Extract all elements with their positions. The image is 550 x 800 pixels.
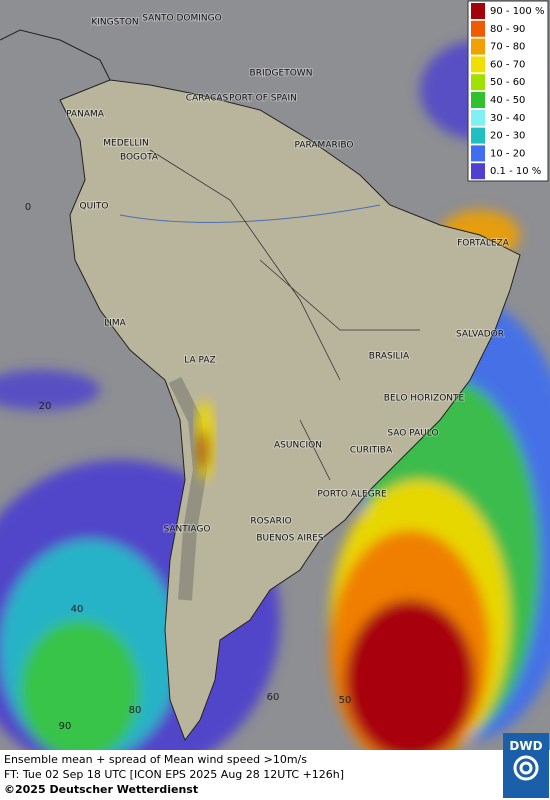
legend-label: 30 - 40	[490, 113, 525, 124]
field-west	[0, 370, 100, 410]
field-red	[345, 600, 475, 760]
legend-label: 50 - 60	[490, 77, 525, 88]
city-label: KINGSTON	[91, 18, 138, 28]
city-label: PORTO ALEGRE	[317, 490, 387, 500]
grid-label: 80	[129, 705, 142, 716]
city-label: BRIDGETOWN	[250, 69, 313, 79]
legend-swatch	[471, 109, 485, 126]
legend: 90 - 100 % 80 - 90 70 - 80 60 - 70 50 - 60 40…	[467, 0, 549, 182]
legend-label: 10 - 20	[490, 148, 525, 159]
city-label: CURITIBA	[350, 446, 393, 456]
swirl-inner	[519, 761, 533, 775]
city-label: SANTIAGO	[164, 525, 211, 535]
legend-label: 0.1 - 10 %	[490, 166, 541, 177]
legend-label: 70 - 80	[490, 42, 525, 53]
caption-line: FT: Tue 02 Sep 18 UTC [ICON EPS 2025 Aug…	[4, 768, 345, 781]
city-label: BOGOTA	[120, 153, 159, 163]
city-label: BELO HORIZONTE	[384, 394, 465, 404]
logo-text: DWD	[509, 739, 543, 753]
copyright: ©2025 Deutscher Wetterdienst	[4, 783, 199, 796]
city-label: FORTALEZA	[457, 239, 510, 249]
logo-swirl	[513, 755, 539, 781]
legend-swatch	[471, 145, 485, 162]
legend-swatch	[471, 56, 485, 73]
field-green	[20, 620, 140, 760]
continent	[59, 79, 521, 742]
legend-swatch	[471, 3, 485, 19]
borders	[149, 149, 420, 481]
city-label: ROSARIO	[250, 517, 291, 527]
grid-label: 0	[25, 202, 31, 213]
city-label: LIMA	[104, 319, 126, 329]
city-label: SALVADOR	[456, 330, 504, 340]
legend-label: 90 - 100 %	[490, 6, 544, 17]
legend-swatch	[471, 74, 485, 91]
city-label: LA PAZ	[184, 356, 215, 366]
amazon-river	[119, 204, 381, 223]
wind-field	[0, 40, 550, 780]
map: 0 20 40 90 80 60 50 KINGSTON SANTO DOMINGO BRIDG…	[0, 0, 550, 780]
city-label: PORT OF SPAIN	[229, 94, 297, 104]
city-label: PARAMARIBO	[295, 141, 354, 151]
legend-swatch	[471, 92, 485, 108]
city-label: SAO PAULO	[387, 429, 438, 439]
grid-label: 50	[339, 695, 352, 706]
city-label: BRASILIA	[369, 352, 410, 362]
city-label: PANAMA	[66, 110, 105, 120]
city-label: QUITO	[80, 202, 109, 212]
legend-label: 20 - 30	[490, 131, 525, 142]
grid-label: 60	[267, 692, 280, 703]
grid-label: 90	[59, 721, 72, 732]
legend-swatch	[471, 127, 485, 144]
grid-label: 40	[71, 604, 84, 615]
legend-label: 40 - 50	[490, 95, 525, 106]
swirl-outer	[513, 755, 539, 781]
city-label: CARACAS	[186, 94, 229, 104]
dwd-logo: DWD	[503, 733, 549, 798]
legend-label: 80 - 90	[490, 24, 525, 35]
caption-line: Ensemble mean + spread of Mean wind spee…	[4, 753, 307, 766]
central-america	[0, 29, 111, 81]
legend-swatch	[471, 163, 485, 180]
city-label: MEDELLIN	[103, 139, 148, 149]
grid-label: 20	[39, 401, 52, 412]
andes-wind	[195, 400, 215, 480]
legend-swatch	[471, 38, 485, 55]
city-label: SANTO DOMINGO	[142, 14, 221, 24]
caption: Ensemble mean + spread of Mean wind spee…	[0, 750, 500, 800]
andes-red	[198, 430, 208, 470]
legend-swatch	[471, 20, 485, 37]
grid-labels: 0 20 40 90 80 60 50	[25, 202, 352, 732]
city-label: BUENOS AIRES	[256, 534, 324, 544]
city-label: ASUNCION	[274, 441, 322, 451]
legend-label: 60 - 70	[490, 59, 525, 70]
